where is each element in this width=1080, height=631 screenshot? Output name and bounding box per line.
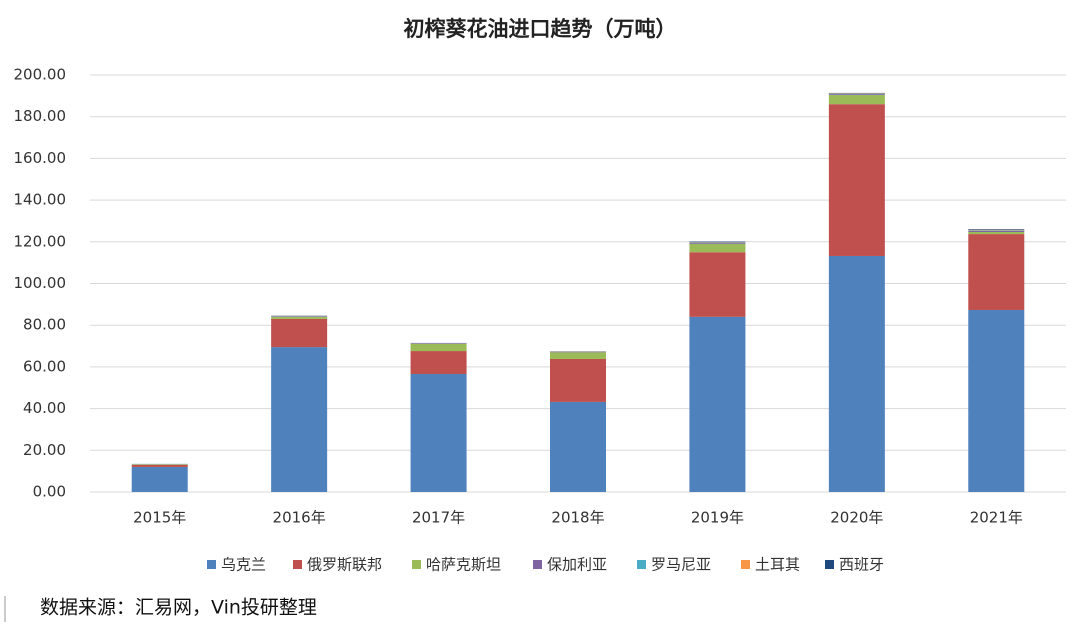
bar-segment — [271, 316, 327, 317]
legend-label: 乌克兰 — [221, 556, 266, 574]
bar-segment — [968, 231, 1024, 232]
x-tick-label: 2019年 — [691, 509, 744, 527]
bar-segment — [271, 317, 327, 319]
y-tick-label: 40.00 — [23, 399, 66, 417]
bar-segment — [550, 352, 606, 359]
x-tick-label: 2020年 — [830, 509, 883, 527]
bar-segment — [550, 402, 606, 492]
legend-swatch — [293, 560, 302, 569]
bar-segment — [968, 230, 1024, 231]
y-tick-label: 80.00 — [23, 316, 66, 334]
x-tick-label: 2016年 — [273, 509, 326, 527]
bar-segment — [689, 252, 745, 317]
y-tick-label: 0.00 — [33, 483, 66, 501]
bar-segment — [689, 243, 745, 244]
y-tick-label: 200.00 — [14, 66, 67, 84]
bar-segment — [411, 344, 467, 351]
source-note: 数据来源：汇易网，Vin投研整理 — [40, 597, 317, 619]
bar-segment — [132, 467, 188, 492]
bar-segment — [550, 359, 606, 402]
bar-segment — [271, 319, 327, 347]
bar-segment — [829, 94, 885, 95]
legend-swatch — [741, 560, 750, 569]
legend-label: 哈萨克斯坦 — [426, 556, 501, 574]
y-tick-label: 180.00 — [14, 107, 67, 125]
legend-swatch — [637, 560, 646, 569]
bar-segment — [968, 229, 1024, 230]
y-tick-label: 60.00 — [23, 357, 66, 375]
y-tick-label: 20.00 — [23, 441, 66, 459]
legend-swatch — [412, 560, 421, 569]
bar-segment — [132, 465, 188, 467]
y-tick-label: 160.00 — [14, 149, 67, 167]
legend-label: 土耳其 — [755, 556, 800, 574]
y-tick-label: 120.00 — [14, 232, 67, 250]
legend-swatch — [533, 560, 542, 569]
bar-segment — [829, 95, 885, 104]
bar-segment — [968, 310, 1024, 492]
bar-segment — [411, 351, 467, 374]
bar-segment — [271, 347, 327, 492]
y-tick-label: 100.00 — [14, 274, 67, 292]
bar-segment — [829, 104, 885, 256]
legend-swatch — [207, 560, 216, 569]
x-tick-label: 2017年 — [412, 509, 465, 527]
bar-segment — [829, 256, 885, 492]
legend-label: 西班牙 — [839, 556, 884, 574]
x-tick-label: 2015年 — [133, 509, 186, 527]
bar-segment — [968, 230, 1024, 231]
legend-swatch — [825, 560, 834, 569]
legend-label: 罗马尼亚 — [651, 556, 711, 574]
legend-label: 俄罗斯联邦 — [307, 556, 382, 574]
y-tick-label: 140.00 — [14, 191, 67, 209]
x-tick-label: 2018年 — [551, 509, 604, 527]
x-tick-label: 2021年 — [970, 509, 1023, 527]
bar-segment — [689, 244, 745, 252]
legend-label: 保加利亚 — [547, 556, 607, 574]
bar-segment — [132, 464, 188, 465]
bar-segment — [689, 242, 745, 243]
bar-segment — [411, 374, 467, 492]
bar-segment — [689, 317, 745, 492]
chart-title: 初榨葵花油进口趋势（万吨） — [404, 17, 677, 41]
bar-segment — [968, 234, 1024, 310]
bar-segment — [968, 232, 1024, 234]
